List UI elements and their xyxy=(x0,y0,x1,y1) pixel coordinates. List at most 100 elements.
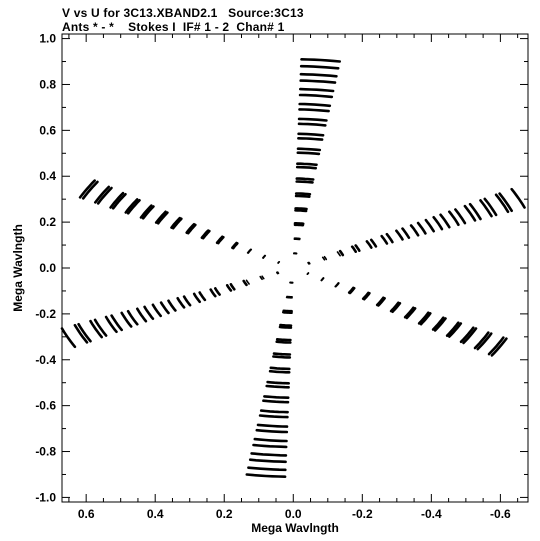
y-tick-label: 0.6 xyxy=(39,123,56,137)
uv-track-segment xyxy=(275,271,279,275)
uv-track-segment xyxy=(447,210,460,227)
uv-track-segment xyxy=(296,151,321,156)
uv-track-segment xyxy=(298,108,330,113)
plot-frame xyxy=(61,33,529,503)
uv-track-segment xyxy=(380,234,389,245)
uv-track-segment xyxy=(275,337,292,342)
uv-track-segment xyxy=(336,251,341,257)
uv-track-segment xyxy=(454,208,467,225)
uv-track-segment xyxy=(350,245,358,253)
uv-track-segment xyxy=(424,218,436,233)
uv-track-segment xyxy=(294,194,311,198)
uv-track-segment xyxy=(258,414,289,419)
uv-track-segment xyxy=(275,340,292,344)
y-axis-label: Mega Wavlngth xyxy=(11,224,25,312)
uv-track-segment xyxy=(433,317,447,332)
uv-track-segment xyxy=(265,384,290,389)
uv-track-segment xyxy=(201,229,211,240)
uv-track-segment xyxy=(192,292,201,304)
uv-track-segment xyxy=(297,132,325,137)
uv-track-segment xyxy=(171,217,183,230)
uv-track-segment xyxy=(217,235,225,245)
uv-track-segment xyxy=(170,216,182,229)
uv-track-segment xyxy=(361,291,370,301)
uv-track-segment xyxy=(225,283,233,292)
uv-track-segment xyxy=(395,229,404,241)
uv-track-segment xyxy=(110,314,123,332)
uv-track-segment xyxy=(494,193,510,214)
y-tick-label: 0.4 xyxy=(39,169,56,183)
uv-track-segment xyxy=(124,198,139,214)
x-tick-label: 0.2 xyxy=(216,507,233,521)
uv-track-segment xyxy=(490,337,508,357)
uv-track-segment xyxy=(334,282,340,288)
uv-track-segment xyxy=(462,327,478,345)
uv-track-segment xyxy=(463,204,477,222)
uv-track-segment xyxy=(510,187,526,209)
uv-track-segment xyxy=(276,271,280,275)
uv-track-segment xyxy=(248,458,287,464)
uv-track-segment xyxy=(483,197,498,217)
uv-track-segment xyxy=(320,277,325,282)
uv-track-segment xyxy=(262,254,267,259)
uv-track-segment xyxy=(447,322,463,338)
uv-track-segment xyxy=(253,437,288,443)
uv-track-segment xyxy=(209,288,217,298)
uv-track-segment xyxy=(389,301,400,313)
uv-track-segment xyxy=(299,64,340,70)
uv-track-segment xyxy=(375,296,385,307)
uv-track-segment xyxy=(252,443,288,449)
uv-track-segment xyxy=(299,72,338,78)
uv-track-segment xyxy=(247,466,287,472)
axis-ticks-group: 0.6 0.4 0.2 0.0 -0.2 -0.4 -0.6 1.0 0.8 0.6 0.4 0.2 0… xyxy=(35,32,528,521)
uv-track-segment xyxy=(297,117,328,122)
x-tick-label: 0.4 xyxy=(147,507,164,521)
uv-track-segment xyxy=(295,180,314,184)
uv-track-segment xyxy=(419,312,432,326)
uv-track-segment xyxy=(405,307,417,320)
uv-track-segment xyxy=(306,272,310,276)
plot-title: V vs U for 3C13.XBAND2.1 Source:3C13 xyxy=(62,6,304,20)
uv-track-segment xyxy=(385,232,394,244)
y-tick-label: 0.2 xyxy=(39,215,56,229)
uv-track-segment xyxy=(256,423,289,428)
uv-track-segment xyxy=(298,87,335,93)
uv-track-segment xyxy=(294,209,308,213)
uv-track-segment xyxy=(403,306,415,319)
uv-track-segment xyxy=(295,165,318,170)
uv-track-segment xyxy=(476,332,493,351)
uv-track-segment xyxy=(498,192,514,213)
uv-track-segment xyxy=(89,319,103,339)
uv-track-segment xyxy=(73,323,89,344)
uv-track-segment xyxy=(214,287,221,296)
uv-track-segment xyxy=(198,291,207,302)
uv-track-segment xyxy=(96,186,113,205)
uv-track-segment xyxy=(338,249,345,257)
plot-subtitle: Ants * - * Stokes I IF# 1 - 2 Chan# 1 xyxy=(62,20,285,34)
x-tick-label: -0.4 xyxy=(421,507,442,521)
uv-track-segment xyxy=(126,309,139,326)
uv-track-segment xyxy=(247,248,253,254)
uv-track-segment xyxy=(229,282,236,291)
uv-track-segment xyxy=(299,79,337,84)
uv-track-segment xyxy=(245,473,287,479)
uv-track-segment xyxy=(60,327,77,349)
uv-track-segment xyxy=(268,369,291,374)
uv-track-segment xyxy=(297,122,327,127)
uv-track-segment xyxy=(186,223,197,235)
uv-track-segment xyxy=(93,318,108,337)
y-tick-label: 0.0 xyxy=(39,261,56,275)
uv-track-segment xyxy=(255,428,289,434)
uv-track-segment xyxy=(262,399,290,404)
y-tick-label: -0.6 xyxy=(35,399,56,413)
uv-track-segment xyxy=(445,321,460,338)
uv-track-segment xyxy=(259,275,263,281)
x-tick-label: 0.6 xyxy=(78,507,95,521)
uv-track-segment xyxy=(81,180,99,200)
y-tick-label: 0.8 xyxy=(39,77,56,91)
uv-track-segment xyxy=(126,199,141,215)
uv-track-segment xyxy=(266,380,291,385)
uv-track-segment xyxy=(261,275,265,280)
uv-track-segment xyxy=(154,210,167,224)
uv-track-segment xyxy=(439,213,451,229)
